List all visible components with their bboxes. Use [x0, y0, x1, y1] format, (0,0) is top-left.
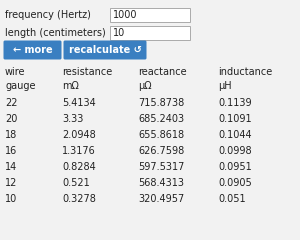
Text: μΩ: μΩ — [138, 81, 152, 91]
Text: 568.4313: 568.4313 — [138, 178, 184, 188]
Text: mΩ: mΩ — [62, 81, 79, 91]
Text: 12: 12 — [5, 178, 17, 188]
Text: 1000: 1000 — [113, 10, 137, 20]
Text: length (centimeters): length (centimeters) — [5, 28, 106, 38]
Text: ← more: ← more — [13, 45, 52, 55]
Text: μH: μH — [218, 81, 232, 91]
Text: 2.0948: 2.0948 — [62, 130, 96, 140]
Text: 0.1091: 0.1091 — [218, 114, 252, 124]
Text: 715.8738: 715.8738 — [138, 98, 184, 108]
Text: 10: 10 — [113, 28, 125, 38]
Text: 16: 16 — [5, 146, 17, 156]
Text: 1.3176: 1.3176 — [62, 146, 96, 156]
Text: wire: wire — [5, 67, 26, 77]
Text: 626.7598: 626.7598 — [138, 146, 184, 156]
FancyBboxPatch shape — [64, 41, 146, 60]
Text: inductance: inductance — [218, 67, 272, 77]
Text: 320.4957: 320.4957 — [138, 194, 184, 204]
Text: 18: 18 — [5, 130, 17, 140]
Text: 597.5317: 597.5317 — [138, 162, 184, 172]
Text: resistance: resistance — [62, 67, 112, 77]
Text: 0.8284: 0.8284 — [62, 162, 96, 172]
Text: 0.1044: 0.1044 — [218, 130, 252, 140]
Text: 0.3278: 0.3278 — [62, 194, 96, 204]
Text: 10: 10 — [5, 194, 17, 204]
Text: 0.1139: 0.1139 — [218, 98, 252, 108]
Text: 0.0951: 0.0951 — [218, 162, 252, 172]
Text: 0.051: 0.051 — [218, 194, 246, 204]
FancyBboxPatch shape — [4, 41, 61, 60]
FancyBboxPatch shape — [110, 8, 190, 22]
Text: 22: 22 — [5, 98, 17, 108]
Text: 655.8618: 655.8618 — [138, 130, 184, 140]
Text: 685.2403: 685.2403 — [138, 114, 184, 124]
Text: reactance: reactance — [138, 67, 187, 77]
Text: 0.521: 0.521 — [62, 178, 90, 188]
Text: 0.0998: 0.0998 — [218, 146, 252, 156]
Text: frequency (Hertz): frequency (Hertz) — [5, 10, 91, 20]
FancyBboxPatch shape — [110, 26, 190, 40]
Text: 14: 14 — [5, 162, 17, 172]
Text: recalculate ↺: recalculate ↺ — [69, 45, 141, 55]
Text: gauge: gauge — [5, 81, 35, 91]
Text: 0.0905: 0.0905 — [218, 178, 252, 188]
Text: 20: 20 — [5, 114, 17, 124]
Text: 5.4134: 5.4134 — [62, 98, 96, 108]
Text: 3.33: 3.33 — [62, 114, 83, 124]
